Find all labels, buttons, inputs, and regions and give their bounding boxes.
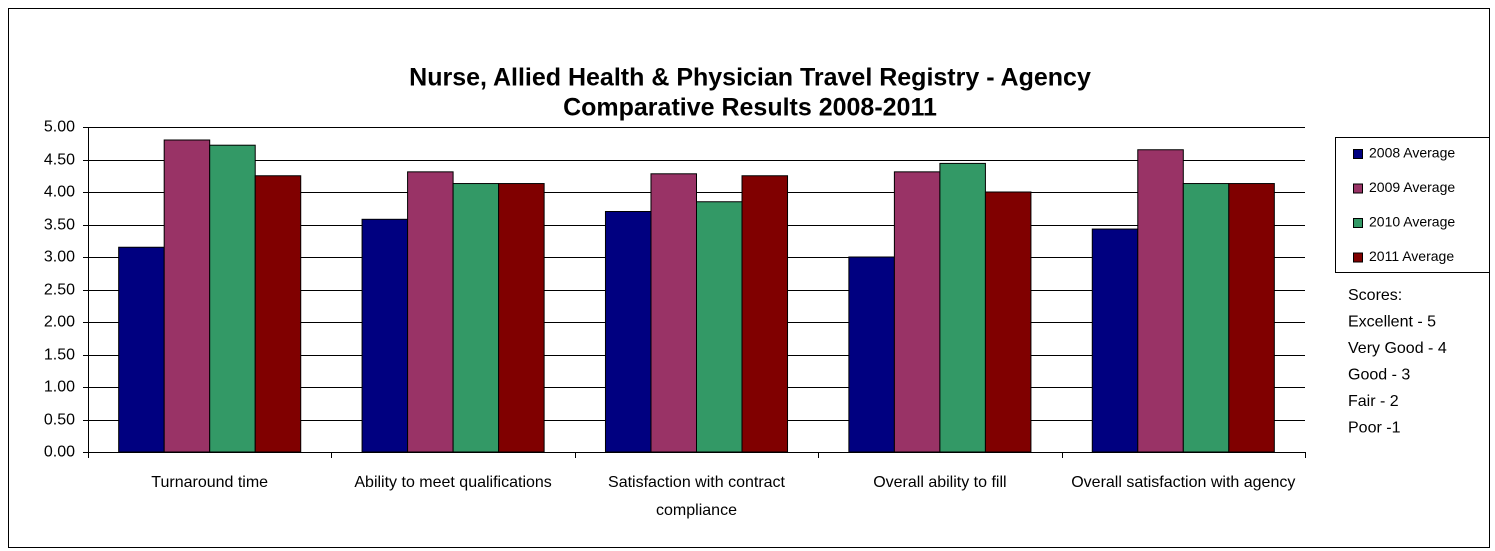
legend-swatch (1353, 183, 1363, 194)
legend-swatch (1353, 252, 1363, 263)
x-tick-label: Turnaround time (151, 474, 269, 491)
legend-label: 2011 Average (1369, 248, 1454, 264)
chart-title: Nurse, Allied Health & Physician Travel … (409, 64, 1091, 92)
y-tick-label: 4.50 (44, 152, 75, 169)
y-tick-label: 4.00 (44, 184, 75, 201)
legend-label: 2009 Average (1369, 179, 1455, 195)
bar (498, 183, 545, 453)
bar (452, 183, 500, 453)
annotation: Excellent - 5 (1348, 314, 1436, 331)
y-tick-label: 2.50 (44, 282, 75, 299)
x-tick-label: Satisfaction with contract compliance (608, 474, 785, 519)
y-tick-label: 1.50 (44, 347, 75, 364)
y-tick-label: 0.50 (44, 412, 75, 429)
y-tick-label: 0.00 (44, 444, 75, 461)
legend-swatch (1353, 149, 1363, 159)
bar (1182, 183, 1230, 453)
y-tick-label: 5.00 (44, 119, 75, 136)
legend-box (1335, 137, 1490, 273)
bar (1091, 228, 1139, 453)
bar (984, 191, 1032, 453)
bar (1228, 183, 1275, 453)
bar (407, 171, 454, 453)
x-tick-label: Ability to meet qualifications (354, 474, 552, 491)
bar (848, 256, 895, 453)
bar (361, 218, 409, 453)
x-tick-label: Overall ability to fill (873, 474, 1007, 491)
x-tick-label: Overall satisfaction with agency (1071, 474, 1296, 491)
y-tick-label: 3.50 (44, 217, 75, 234)
legend-label: 2010 Average (1369, 214, 1455, 230)
bar (254, 175, 302, 453)
bar (163, 139, 211, 453)
bar (1137, 149, 1184, 453)
bar (209, 144, 256, 453)
bar (939, 162, 986, 453)
annotation: Good - 3 (1348, 367, 1410, 384)
y-tick-label: 1.00 (44, 379, 75, 396)
bar (650, 173, 697, 453)
annotation: Poor -1 (1348, 420, 1401, 437)
y-tick-label: 2.00 (44, 314, 75, 331)
y-tick-label: 3.00 (44, 249, 75, 266)
bar (118, 246, 165, 453)
chart-title: Comparative Results 2008-2011 (563, 94, 937, 122)
bar (696, 201, 743, 453)
legend-swatch (1353, 218, 1363, 228)
annotation: Fair - 2 (1348, 393, 1399, 410)
annotation: Scores: (1348, 287, 1402, 304)
bar (604, 211, 652, 453)
legend-label: 2008 Average (1369, 145, 1455, 161)
bar (741, 175, 789, 453)
annotation: Very Good - 4 (1348, 340, 1447, 357)
bar (893, 171, 941, 453)
